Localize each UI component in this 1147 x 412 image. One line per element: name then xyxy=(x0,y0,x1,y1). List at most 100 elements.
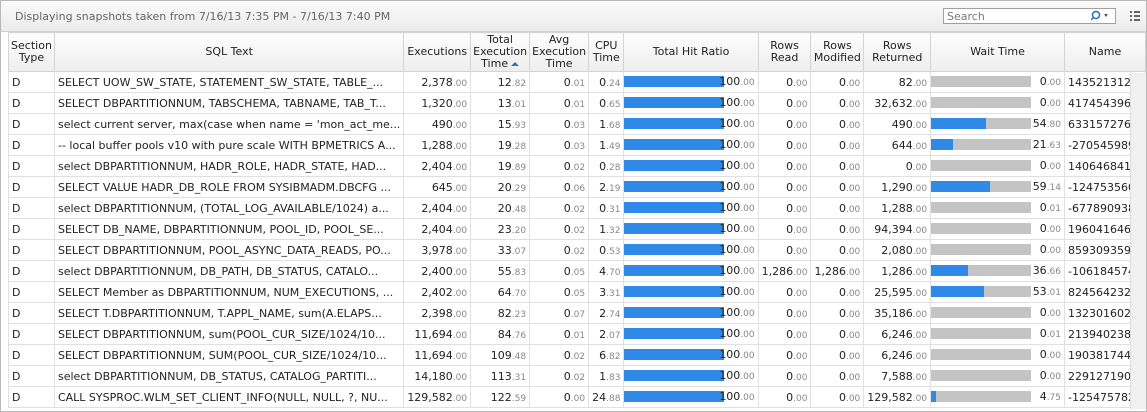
grid-cell: 36.66 xyxy=(930,260,1066,282)
grid-cell: 0.07 xyxy=(529,302,590,324)
grid-row[interactable]: D -- local buffer pools v10 with pure sca… xyxy=(8,134,1146,156)
grid-cell: D xyxy=(8,113,55,135)
grid-cell: 100.00 xyxy=(623,302,759,324)
bar-track xyxy=(624,286,725,297)
grid-cell: 0.00 xyxy=(930,365,1066,387)
grid-cell: 12.82 xyxy=(470,71,531,93)
column-header-text: Rows Returned xyxy=(872,39,923,64)
column-header[interactable]: Rows Read xyxy=(757,32,812,72)
grid-cell: 0.00 xyxy=(757,365,812,387)
cell-value: 0.01 xyxy=(1039,201,1062,214)
grid-row[interactable]: D SELECT DBPARTITIONNUM, SUM(POOL_CUR_SIZ… xyxy=(8,344,1146,366)
column-header[interactable]: Executions xyxy=(403,32,472,72)
cell-value: 100.00 xyxy=(719,159,755,172)
grid-cell: 0.01 xyxy=(529,71,590,93)
grid-cell: 35,186.00 xyxy=(863,302,932,324)
grid-cell: 2,402.00 xyxy=(403,281,472,303)
grid-cell: 11,694.00 xyxy=(403,344,472,366)
grid-row[interactable]: D SELECT T.DBPARTITIONNUM, T.APPL_NAME, s… xyxy=(8,302,1146,324)
grid-cell: SELECT DBPARTITIONNUM, SUM(POOL_CUR_SIZE… xyxy=(53,344,405,366)
grid-cell: 0.65 xyxy=(588,92,625,114)
bar-fill xyxy=(624,76,725,87)
grid-cell: 417454396 xyxy=(1064,92,1146,114)
grid-cell: 0.00 xyxy=(810,71,865,93)
grid-cell: SELECT UOW_SW_STATE, STATEMENT_SW_STATE,… xyxy=(53,71,405,93)
grid-cell: 94,394.00 xyxy=(863,218,932,240)
grid-cell: D xyxy=(8,344,55,366)
grid-row[interactable]: D SELECT DBPARTITIONNUM, sum(POOL_CUR_SIZ… xyxy=(8,323,1146,345)
grid-cell: 0.00 xyxy=(810,365,865,387)
grid-cell: 21.63 xyxy=(930,134,1066,156)
grid-cell: 1,286.00 xyxy=(863,260,932,282)
grid-cell: 100.00 xyxy=(623,71,759,93)
column-header[interactable]: Section Type xyxy=(8,32,55,72)
grid-cell: SELECT VALUE HADR_DB_ROLE FROM SYSIBMADM… xyxy=(53,176,405,198)
grid-cell: 15.93 xyxy=(470,113,531,135)
grid-row[interactable]: D CALL SYSPROC.WLM_SET_CLIENT_INFO(NULL, … xyxy=(8,386,1146,408)
grid-cell: 0.00 xyxy=(810,281,865,303)
bar-track xyxy=(624,97,725,108)
grid-row[interactable]: D SELECT DBPARTITIONNUM, TABSCHEMA, TABNA… xyxy=(8,92,1146,114)
bar-track xyxy=(931,391,1032,402)
column-header[interactable]: Avg Execution Time xyxy=(529,32,590,72)
grid-cell: 100.00 xyxy=(623,323,759,345)
grid-cell: 0.00 xyxy=(810,113,865,135)
grid-row[interactable]: D SELECT Member as DBPARTITIONNUM, NUM_EX… xyxy=(8,281,1146,303)
column-header-text: Rows Read xyxy=(770,39,799,64)
menu-icon[interactable] xyxy=(1129,10,1141,22)
cell-value: 100.00 xyxy=(719,222,755,235)
cell-value: 21.63 xyxy=(1032,138,1062,151)
bar-fill xyxy=(624,328,725,339)
bar-track xyxy=(931,349,1032,360)
grid-cell: 1.68 xyxy=(588,113,625,135)
search-box[interactable]: Search xyxy=(943,8,1116,24)
grid-cell: 4.70 xyxy=(588,260,625,282)
grid-row[interactable]: D SELECT UOW_SW_STATE, STATEMENT_SW_STATE… xyxy=(8,71,1146,93)
cell-value: 100.00 xyxy=(719,327,755,340)
grid-cell: D xyxy=(8,71,55,93)
grid-cell: SELECT DBPARTITIONNUM, POOL_ASYNC_DATA_R… xyxy=(53,239,405,261)
grid-cell: 84.76 xyxy=(470,323,531,345)
grid-cell: 0.00 xyxy=(810,155,865,177)
grid-cell: 14,180.00 xyxy=(403,365,472,387)
column-header[interactable]: Rows Modified xyxy=(810,32,865,72)
grid-cell: 0.00 xyxy=(757,176,812,198)
cell-value: 0.00 xyxy=(1039,159,1062,172)
grid-row[interactable]: D SELECT DBPARTITIONNUM, POOL_ASYNC_DATA_… xyxy=(8,239,1146,261)
column-header[interactable]: SQL Text xyxy=(53,32,405,72)
grid-cell: 122.59 xyxy=(470,386,531,408)
column-header[interactable]: Wait Time xyxy=(930,32,1066,72)
grid-cell: 0.28 xyxy=(588,155,625,177)
grid-cell: 2,378.00 xyxy=(403,71,472,93)
bar-track xyxy=(624,349,725,360)
grid-cell: -1061845742 xyxy=(1064,260,1146,282)
grid-cell: SELECT DBPARTITIONNUM, TABSCHEMA, TABNAM… xyxy=(53,92,405,114)
column-header[interactable]: CPU Time xyxy=(588,32,625,72)
grid-cell: 100.00 xyxy=(623,260,759,282)
bar-fill xyxy=(624,265,725,276)
scrollbar[interactable] xyxy=(1130,73,1146,409)
grid-cell: 11,694.00 xyxy=(403,323,472,345)
grid-cell: 645.00 xyxy=(403,176,472,198)
column-header[interactable]: Total Execution Time xyxy=(470,32,531,72)
bar-track xyxy=(624,265,725,276)
grid-cell: D xyxy=(8,197,55,219)
grid-row[interactable]: D SELECT DB_NAME, DBPARTITIONNUM, POOL_ID… xyxy=(8,218,1146,240)
column-header[interactable]: Total Hit Ratio xyxy=(623,32,759,72)
search-icon[interactable] xyxy=(1091,10,1111,22)
grid-row[interactable]: D SELECT VALUE HADR_DB_ROLE FROM SYSIBMAD… xyxy=(8,176,1146,198)
bar-track xyxy=(931,97,1032,108)
grid-cell: 2.07 xyxy=(588,323,625,345)
grid-cell: 100.00 xyxy=(623,113,759,135)
grid-cell: 0.00 xyxy=(757,113,812,135)
grid-cell: 19.89 xyxy=(470,155,531,177)
column-header[interactable]: Rows Returned xyxy=(863,32,932,72)
column-header[interactable]: Name xyxy=(1064,32,1146,72)
grid-cell: 490.00 xyxy=(403,113,472,135)
grid-cell: D xyxy=(8,176,55,198)
